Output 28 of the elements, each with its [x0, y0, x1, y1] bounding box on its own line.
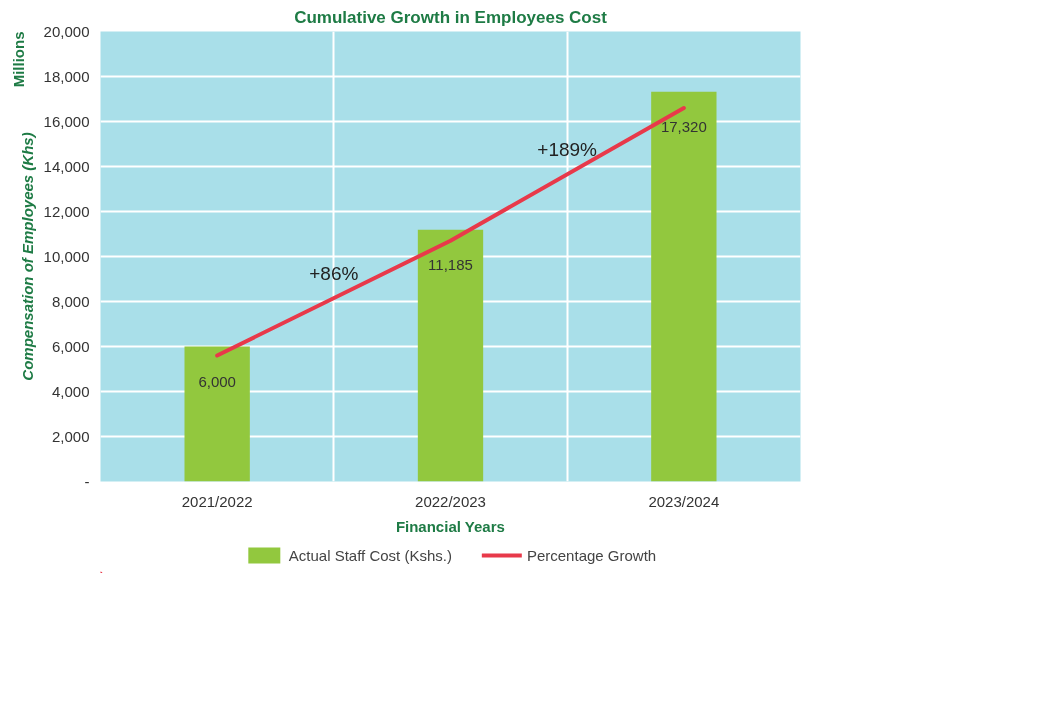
- data-label: 11,185: [428, 255, 473, 273]
- y-tick-label: 4,000: [51, 382, 90, 400]
- y-tick-label: 18,000: [43, 67, 90, 85]
- legend-label: Percentage Growth: [526, 546, 657, 564]
- annotation: +189%: [537, 139, 598, 161]
- y-tick-label: 6,000: [51, 337, 90, 355]
- y-tick-label: 8,000: [51, 292, 90, 310]
- y-axis-title: Compensation of Employees (Khs): [18, 132, 36, 381]
- y-tick-label: 12,000: [43, 202, 90, 220]
- x-tick-label: 2021/2022: [181, 492, 253, 510]
- annotation: +86%: [309, 263, 359, 285]
- data-label: 6,000: [198, 372, 236, 390]
- x-tick-label: 2022/2023: [415, 492, 486, 510]
- y-tick-label: 10,000: [43, 247, 90, 265]
- y-tick-label: 20,000: [43, 22, 90, 40]
- text: Millions: [9, 31, 27, 88]
- bar: [417, 229, 484, 482]
- data-label: 17,320: [660, 117, 707, 135]
- bar: [651, 91, 717, 482]
- y-tick-label: 14,000: [43, 157, 90, 175]
- legend-label: Actual Staff Cost (Kshs.): [288, 546, 452, 564]
- y-tick-label: 16,000: [43, 112, 90, 130]
- chart-title: Cumulative Growth in Employees Cost: [294, 7, 608, 27]
- bar: [184, 346, 250, 482]
- x-tick-label: 2023/2024: [648, 492, 720, 510]
- y-tick-label: -: [84, 472, 90, 490]
- x-axis-title: Financial Years: [395, 517, 505, 535]
- y-tick-label: 2,000: [51, 427, 90, 445]
